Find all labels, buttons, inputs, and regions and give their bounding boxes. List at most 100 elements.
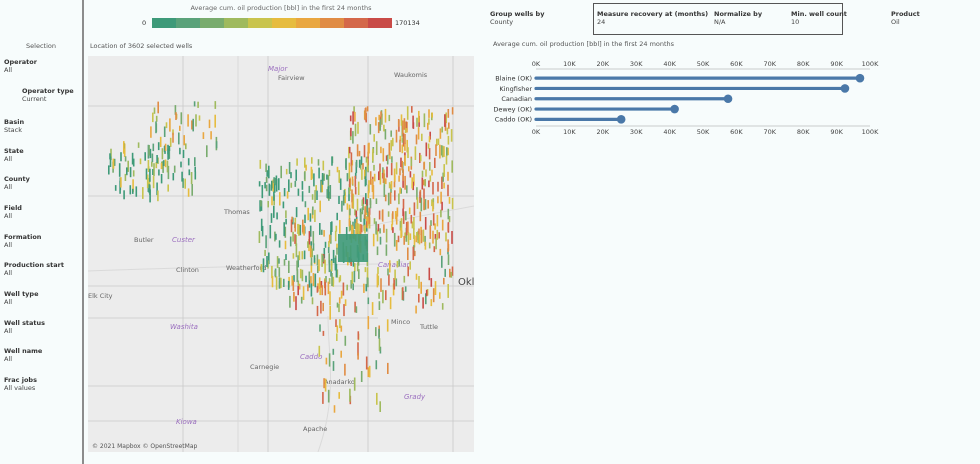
well-marker[interactable] [399, 220, 402, 231]
well-marker[interactable] [348, 171, 351, 180]
well-marker[interactable] [387, 211, 390, 217]
well-marker[interactable] [366, 277, 369, 286]
well-marker[interactable] [335, 319, 337, 327]
well-marker[interactable] [438, 232, 440, 239]
well-marker[interactable] [313, 255, 316, 263]
well-marker[interactable] [367, 190, 370, 199]
well-marker[interactable] [129, 167, 132, 178]
well-marker[interactable] [366, 158, 369, 172]
product-control[interactable]: Product Oil [891, 10, 920, 26]
well-marker[interactable] [147, 159, 150, 170]
well-marker[interactable] [409, 233, 412, 240]
well-marker[interactable] [441, 303, 444, 310]
filter-state[interactable]: State All [4, 147, 24, 163]
well-marker[interactable] [298, 224, 300, 236]
map-canvas[interactable]: Major Fairview Waukomis Thomas Custer Bu… [88, 56, 474, 452]
well-marker[interactable] [355, 159, 358, 168]
well-marker[interactable] [378, 338, 381, 351]
well-marker[interactable] [303, 224, 305, 236]
well-marker[interactable] [260, 264, 263, 272]
well-marker[interactable] [354, 123, 357, 137]
well-marker[interactable] [434, 234, 437, 240]
well-marker[interactable] [437, 138, 440, 145]
bar-endpoint[interactable] [670, 104, 679, 114]
well-marker[interactable] [113, 158, 116, 166]
well-marker[interactable] [380, 111, 382, 118]
well-marker[interactable] [373, 134, 375, 142]
well-marker[interactable] [384, 129, 387, 140]
well-marker[interactable] [164, 143, 167, 151]
well-marker[interactable] [379, 401, 381, 412]
well-marker[interactable] [270, 213, 273, 223]
well-marker[interactable] [378, 210, 381, 220]
well-marker[interactable] [431, 169, 433, 176]
well-marker[interactable] [160, 163, 163, 169]
well-marker[interactable] [299, 268, 302, 279]
well-marker[interactable] [215, 141, 218, 149]
well-marker[interactable] [368, 365, 371, 378]
well-marker[interactable] [320, 179, 322, 193]
well-marker[interactable] [132, 158, 135, 167]
well-marker[interactable] [288, 162, 291, 174]
well-marker[interactable] [396, 260, 399, 268]
well-marker[interactable] [268, 183, 271, 196]
well-marker[interactable] [419, 152, 421, 163]
well-marker[interactable] [427, 143, 430, 149]
well-marker[interactable] [162, 160, 165, 166]
well-marker[interactable] [426, 289, 429, 296]
well-marker[interactable] [417, 230, 419, 244]
well-marker[interactable] [123, 190, 125, 200]
well-marker[interactable] [442, 172, 444, 182]
well-marker[interactable] [161, 148, 164, 160]
well-marker[interactable] [278, 277, 281, 289]
filter-well-type[interactable]: Well type All [4, 290, 38, 306]
well-marker[interactable] [450, 129, 453, 142]
well-marker[interactable] [422, 229, 425, 242]
well-marker[interactable] [282, 201, 285, 209]
well-marker[interactable] [303, 250, 306, 260]
well-marker[interactable] [110, 148, 112, 161]
well-marker[interactable] [373, 164, 375, 171]
well-marker[interactable] [292, 280, 295, 291]
well-marker[interactable] [172, 129, 174, 136]
well-marker[interactable] [259, 159, 262, 169]
well-marker[interactable] [368, 142, 370, 154]
well-marker[interactable] [412, 181, 414, 191]
well-marker[interactable] [297, 255, 299, 268]
well-marker[interactable] [290, 172, 292, 179]
well-marker[interactable] [267, 201, 269, 208]
well-marker[interactable] [322, 255, 324, 262]
well-marker[interactable] [369, 124, 372, 135]
well-marker[interactable] [399, 135, 402, 141]
well-marker[interactable] [259, 200, 261, 212]
well-marker[interactable] [402, 132, 405, 147]
well-marker[interactable] [163, 126, 166, 138]
well-marker[interactable] [357, 331, 360, 340]
well-marker[interactable] [335, 263, 338, 278]
well-marker[interactable] [135, 186, 138, 197]
well-marker[interactable] [325, 357, 328, 365]
well-marker[interactable] [180, 112, 183, 125]
well-marker[interactable] [181, 171, 183, 182]
well-marker[interactable] [383, 184, 386, 197]
well-marker[interactable] [153, 163, 155, 177]
well-marker[interactable] [363, 218, 365, 231]
well-marker[interactable] [148, 145, 150, 156]
well-marker[interactable] [155, 121, 157, 134]
well-marker[interactable] [386, 319, 389, 332]
well-marker[interactable] [319, 223, 321, 235]
well-marker[interactable] [123, 141, 125, 154]
well-marker[interactable] [260, 200, 262, 207]
well-marker[interactable] [348, 183, 351, 195]
well-marker[interactable] [157, 101, 159, 114]
well-marker[interactable] [350, 152, 353, 167]
well-marker[interactable] [404, 286, 407, 292]
well-marker[interactable] [375, 360, 378, 370]
well-marker[interactable] [284, 226, 287, 238]
well-marker[interactable] [295, 243, 298, 258]
well-marker[interactable] [413, 234, 416, 248]
well-marker[interactable] [169, 137, 172, 147]
well-marker[interactable] [266, 256, 268, 267]
well-marker[interactable] [404, 121, 407, 134]
well-marker[interactable] [290, 219, 293, 233]
